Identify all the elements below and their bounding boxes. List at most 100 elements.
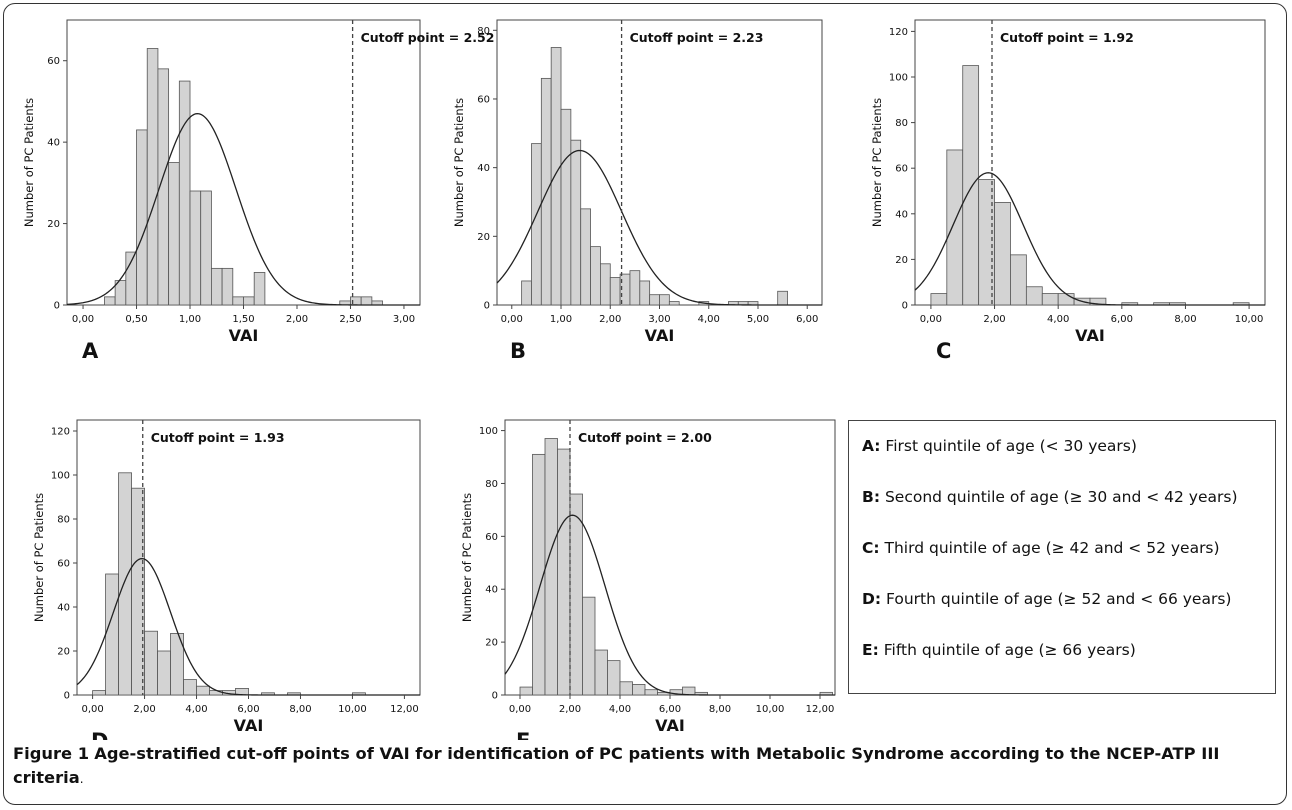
histogram-bar (777, 290, 788, 306)
x-tick-label: 10,00 (338, 704, 367, 715)
histogram-bar (232, 296, 244, 306)
x-tick-label: 3,00 (648, 314, 670, 325)
histogram-bar (607, 660, 621, 696)
y-tick-label: 0 (54, 301, 60, 312)
histogram-bar (168, 162, 180, 306)
x-tick-label: 12,00 (390, 704, 419, 715)
panel-b: Cutoff point = 2.23 0,00 1,00 2,00 3,00 4,00 5… (452, 19, 823, 363)
caption-text: Age-stratified cut-off points of VAI for… (13, 744, 1220, 787)
x-tick-label: 10,00 (1235, 314, 1264, 325)
histogram-bar (632, 684, 646, 696)
x-tick-label: 6,00 (1111, 314, 1133, 325)
histogram-bar (569, 493, 583, 696)
x-tick-label: 1,00 (550, 314, 572, 325)
histogram-bar (170, 633, 184, 696)
y-axis-label-b: Number of PC Patients (452, 98, 466, 227)
y-tick-label: 60 (485, 532, 498, 543)
histogram-bar (639, 280, 651, 306)
y-tick-label: 80 (485, 479, 498, 490)
figure-frame (3, 3, 1287, 805)
histogram-bar (544, 438, 558, 696)
histogram-bar (243, 296, 255, 306)
histogram-bar (253, 272, 266, 306)
histogram-bar (560, 108, 572, 306)
normal-curve-c (914, 172, 1265, 306)
y-tick-label: 0 (64, 691, 70, 702)
histogram-bar (668, 301, 680, 306)
y-tick-label: 80 (477, 26, 490, 37)
histogram-bar (92, 690, 106, 696)
x-tick-label: 0,00 (72, 314, 94, 325)
y-tick-label: 100 (51, 471, 70, 482)
legend-text-e: Fifth quintile of age (≥ 66 years) (883, 641, 1136, 659)
x-tick-label: 4,00 (698, 314, 720, 325)
histogram-bar (594, 649, 608, 696)
histogram-bar (580, 208, 591, 306)
legend-item-a: A: First quintile of age (< 30 years) (862, 437, 1137, 455)
cutoff-label-b: Cutoff point = 2.23 (630, 30, 764, 45)
x-axis-label-d: VAI (234, 716, 264, 735)
x-tick-label: 6,00 (659, 704, 681, 715)
histogram-bar (183, 679, 197, 696)
x-tick-label: 0,00 (501, 314, 523, 325)
histogram-bar (118, 472, 132, 696)
legend-key-c: C: (862, 539, 880, 557)
x-axis-label-c: VAI (1075, 326, 1105, 345)
plot-frame-a (66, 19, 421, 306)
y-axis-label-d: Number of PC Patients (32, 493, 46, 622)
x-tick-label: 0,00 (509, 704, 531, 715)
histogram-bar (644, 689, 658, 696)
y-axis-label-a: Number of PC Patients (22, 98, 36, 227)
y-tick-label: 0 (484, 301, 490, 312)
histogram-bar (1057, 293, 1075, 306)
legend-key-e: E: (862, 641, 879, 659)
histogram-bar (994, 201, 1011, 306)
figure-caption: Figure 1 Age-stratified cut-off points o… (13, 742, 1273, 791)
x-tick-label: 2,00 (599, 314, 621, 325)
histogram-bar (582, 596, 596, 696)
y-tick-label: 120 (889, 27, 908, 38)
y-tick-label: 100 (889, 73, 908, 84)
legend-text-d: Fourth quintile of age (≥ 52 and < 66 ye… (886, 590, 1232, 608)
histogram-bar (146, 48, 159, 306)
x-tick-label: 2,00 (286, 314, 308, 325)
normal-curve-d (76, 557, 420, 696)
cutoff-label-c: Cutoff point = 1.92 (1000, 30, 1134, 45)
x-tick-label: 4,00 (185, 704, 207, 715)
y-tick-label: 0 (902, 301, 908, 312)
y-tick-label: 60 (477, 94, 490, 105)
panel-letter-a: A (82, 339, 99, 363)
y-tick-label: 60 (895, 164, 908, 175)
normal-curve-e (504, 514, 835, 696)
histogram-bar (1010, 254, 1027, 306)
normal-curve-b (496, 149, 822, 306)
histogram-bar (609, 277, 621, 306)
histogram-panels: Cutoff point = 2.52 0,00 0,50 1,00 1,50 2,00 2… (22, 19, 1266, 740)
legend-item-b: B: Second quintile of age (≥ 30 and < 42… (862, 488, 1238, 506)
y-tick-label: 40 (47, 138, 60, 149)
x-tick-label: 5,00 (747, 314, 769, 325)
y-tick-label: 20 (47, 219, 60, 230)
cutoff-label-d: Cutoff point = 1.93 (151, 430, 285, 445)
caption-end: . (79, 772, 84, 786)
y-tick-label: 20 (485, 638, 498, 649)
x-tick-label: 4,00 (609, 704, 631, 715)
histogram-bar (649, 294, 660, 306)
histogram-bar (600, 263, 611, 306)
histogram-bar (570, 139, 582, 306)
cutoff-label-e: Cutoff point = 2.00 (578, 430, 712, 445)
x-tick-label: 8,00 (709, 704, 731, 715)
histogram-bar (629, 270, 641, 306)
y-tick-label: 100 (479, 426, 498, 437)
legend-box: A: First quintile of age (< 30 years) B:… (848, 420, 1276, 694)
x-tick-label: 10,00 (756, 704, 785, 715)
panel-letter-d: D (91, 729, 108, 740)
panel-e: Cutoff point = 2.00 0,00 2,00 4,00 6,00 8,00 1… (460, 419, 836, 740)
x-tick-label: 4,00 (1047, 314, 1069, 325)
panel-letter-e: E (516, 729, 530, 740)
panel-a: Cutoff point = 2.52 0,00 0,50 1,00 1,50 2,00 2… (22, 19, 494, 363)
histogram-bar (104, 296, 116, 306)
x-tick-label: 0,00 (81, 704, 103, 715)
histogram-bar (946, 149, 964, 306)
histogram-bar (144, 630, 158, 696)
